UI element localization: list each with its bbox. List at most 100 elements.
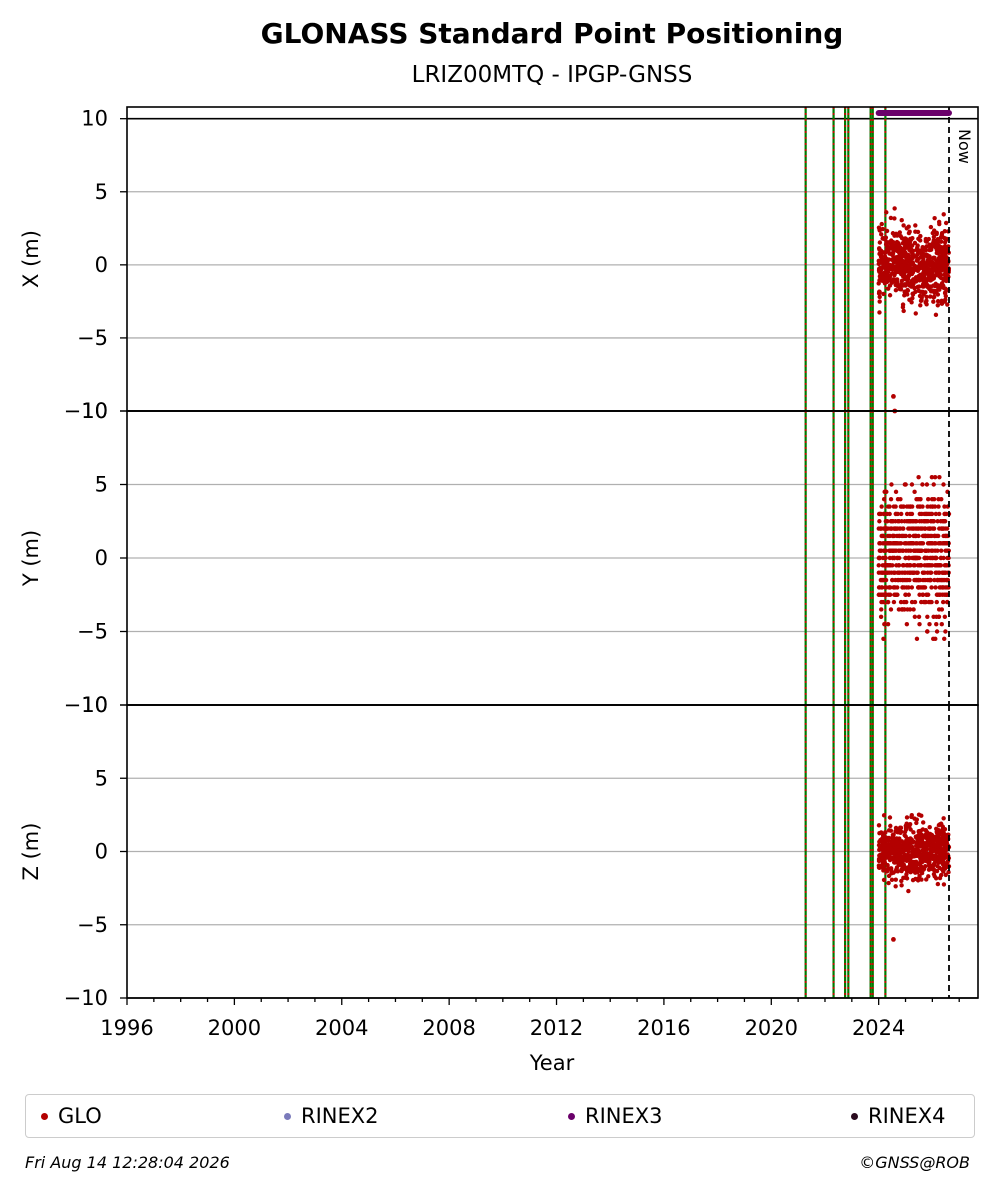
glo-point [900,241,906,246]
glo-point [930,526,935,531]
glo-point [938,541,943,546]
glo-point [888,497,894,502]
glo-point [925,614,930,619]
glo-point [889,482,894,487]
glo-point [934,599,939,605]
glo-point [881,497,887,502]
glo-point [897,255,902,261]
glo-point [941,248,946,253]
glo-point [898,599,904,605]
glo-point [893,287,899,293]
glo-point [942,636,947,642]
glo-point [924,482,930,487]
glo-point [881,511,886,517]
glo-point [907,229,912,234]
glo-point [901,856,907,861]
glo-point [940,846,945,852]
chart-subtitle: LRIZ00MTQ - IPGP-GNSS [412,62,693,88]
glo-point [917,511,923,517]
glo-point [901,563,906,568]
glo-point [912,864,917,869]
glo-point [939,577,944,583]
glo-point [924,877,929,882]
glo-point [928,504,933,509]
y-axis-label: X (m) [19,230,43,288]
glo-point [881,533,886,539]
glo-point [907,563,913,568]
glo-point [903,592,908,597]
glo-point [925,497,931,502]
glo-point [908,282,913,287]
glo-point [942,235,947,241]
y-tick-label: 5 [95,180,108,204]
glo-point [893,511,899,517]
glo-point [897,541,902,546]
glo-point [929,260,934,265]
glo-point [877,310,882,315]
glo-point [920,526,925,531]
glo-point [909,249,914,254]
glo-point [921,820,926,825]
glo-point [943,872,948,878]
glo-point [942,243,948,249]
glo-point [927,267,933,272]
glo-point [881,841,886,847]
y-tick-label: −5 [77,620,108,644]
glo-point [909,541,914,546]
glo-point [928,294,933,299]
glo-point [944,844,950,850]
glo-point [900,302,906,307]
glo-point [903,533,909,539]
glo-point [879,599,884,605]
glo-point [887,293,893,298]
glo-point [892,277,897,282]
y-tick-label: −10 [64,399,108,423]
glo-point [902,541,907,546]
panel-z: −10 −5 0 5 10 Z (m) [19,693,979,1010]
glo-point [910,519,916,524]
glo-point [880,555,886,561]
glo-point [917,248,922,253]
glo-point [915,849,920,854]
glo-point [886,880,891,886]
glo-point [934,239,939,245]
glo-point [927,541,932,546]
glo-point [900,548,906,553]
glo-point [941,482,946,487]
glo-point [923,863,928,869]
glo-point [935,283,941,288]
glo-point [890,548,895,553]
glo-point [881,856,886,861]
glo-point [885,621,891,627]
glo-point [907,533,912,539]
glo-point [931,614,936,619]
glo-point [918,303,923,308]
glo-point [933,859,938,865]
glo-point [894,526,900,531]
glo-point [924,841,930,846]
glo-point [906,555,912,561]
x-tick-label: 2004 [315,1016,368,1040]
glo-point [888,519,894,524]
glo-point [889,526,894,531]
glo-point [879,607,884,612]
glo-point [931,482,936,487]
glo-point [923,511,929,517]
glo-point [919,869,924,874]
glo-point [899,868,904,873]
glo-point [931,295,936,300]
glo-point [922,570,927,575]
glo-point [914,555,919,561]
glo-point [937,255,943,260]
glo-point [881,291,886,297]
glo-point [934,621,939,627]
glo-point [935,519,940,524]
glo-point [907,297,912,303]
glo-point [899,511,904,517]
glo-point [881,270,887,276]
glo-point [879,504,884,509]
glo-point [895,585,900,590]
glo-point [921,276,926,281]
glo-point [935,303,940,308]
glo-point [896,266,901,271]
